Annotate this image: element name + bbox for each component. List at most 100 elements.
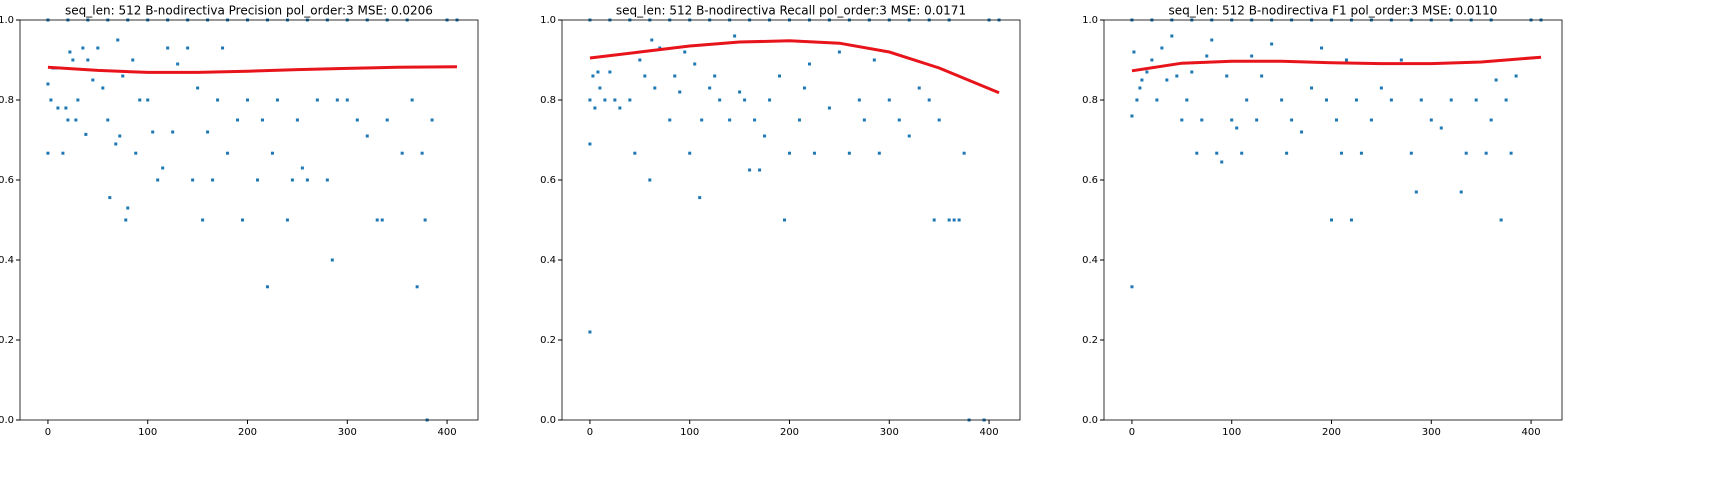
point [807,62,811,66]
point [1369,118,1373,122]
point [1195,151,1199,155]
point [932,218,936,222]
y-tick-label: 0.8 [0,95,14,106]
x-tick-label: 100 [680,427,699,438]
point [688,151,692,155]
point [1260,74,1264,78]
point [1514,74,1518,78]
point [1429,118,1433,122]
point [591,74,595,78]
point [1499,218,1503,222]
point [76,98,80,102]
x-tick-label: 100 [138,427,157,438]
point [952,218,956,222]
point [897,118,901,122]
point [1135,98,1139,102]
point [106,118,110,122]
point [84,132,88,136]
y-tick-label: 0.8 [1082,95,1098,106]
point [1160,46,1164,50]
y-tick-label: 1.0 [540,15,556,26]
point [1165,78,1169,82]
point [206,130,210,134]
point [1225,74,1229,78]
point [380,218,384,222]
point [648,178,652,182]
point [1320,46,1324,50]
point [91,78,95,82]
y-tick-label: 0.0 [540,415,556,426]
point [1175,74,1179,78]
point [1449,98,1453,102]
point [1255,118,1259,122]
point [335,98,339,102]
point [778,74,782,78]
point [121,74,125,78]
point [114,142,118,146]
point [1325,98,1329,102]
y-tick-label: 0.2 [1082,335,1098,346]
point [788,151,792,155]
x-tick-label: 300 [880,427,899,438]
point [802,86,806,90]
point [295,118,299,122]
point [1464,151,1468,155]
point [1310,86,1314,90]
point [1220,160,1224,164]
x-tick-label: 0 [45,427,51,438]
point [768,98,772,102]
point [797,118,801,122]
point [733,34,737,38]
point [1339,151,1343,155]
point [1285,151,1289,155]
point [1409,151,1413,155]
fit-line [47,65,458,74]
point [713,74,717,78]
axes-frame [561,19,1021,421]
point [1140,78,1144,82]
point [186,46,190,50]
point [124,218,128,222]
point [593,106,597,110]
y-tick-label: 0.0 [1082,415,1098,426]
point [1230,118,1234,122]
y-tick-label: 0.4 [540,255,556,266]
point [857,98,861,102]
point [1280,98,1284,102]
point [375,218,379,222]
point [285,218,289,222]
x-tick-label: 0 [587,427,593,438]
point [74,118,78,122]
point [1349,218,1353,222]
point [265,285,269,289]
point [1414,190,1418,194]
y-tick-label: 0.6 [0,175,14,186]
point [613,98,617,102]
point [226,151,230,155]
point [1210,38,1214,42]
point [812,151,816,155]
subplot: seq_len: 512 B-nodirectiva Precision pol… [0,4,479,438]
point [1494,78,1498,82]
point [588,98,592,102]
point [603,98,607,102]
point [608,70,612,74]
point [1185,98,1189,102]
axes-frame [1103,19,1563,421]
point [241,218,245,222]
point [1484,151,1488,155]
point [300,166,304,170]
point [255,178,259,182]
point [1270,42,1274,46]
x-tick-label: 100 [1222,427,1241,438]
point [116,38,120,42]
point [108,196,112,200]
point [156,178,160,182]
subplot: seq_len: 512 B-nodirectiva Recall pol_or… [540,4,1021,438]
point [1150,58,1154,62]
x-tick-label: 400 [438,427,457,438]
point [650,38,654,42]
point [410,98,414,102]
point [423,218,427,222]
